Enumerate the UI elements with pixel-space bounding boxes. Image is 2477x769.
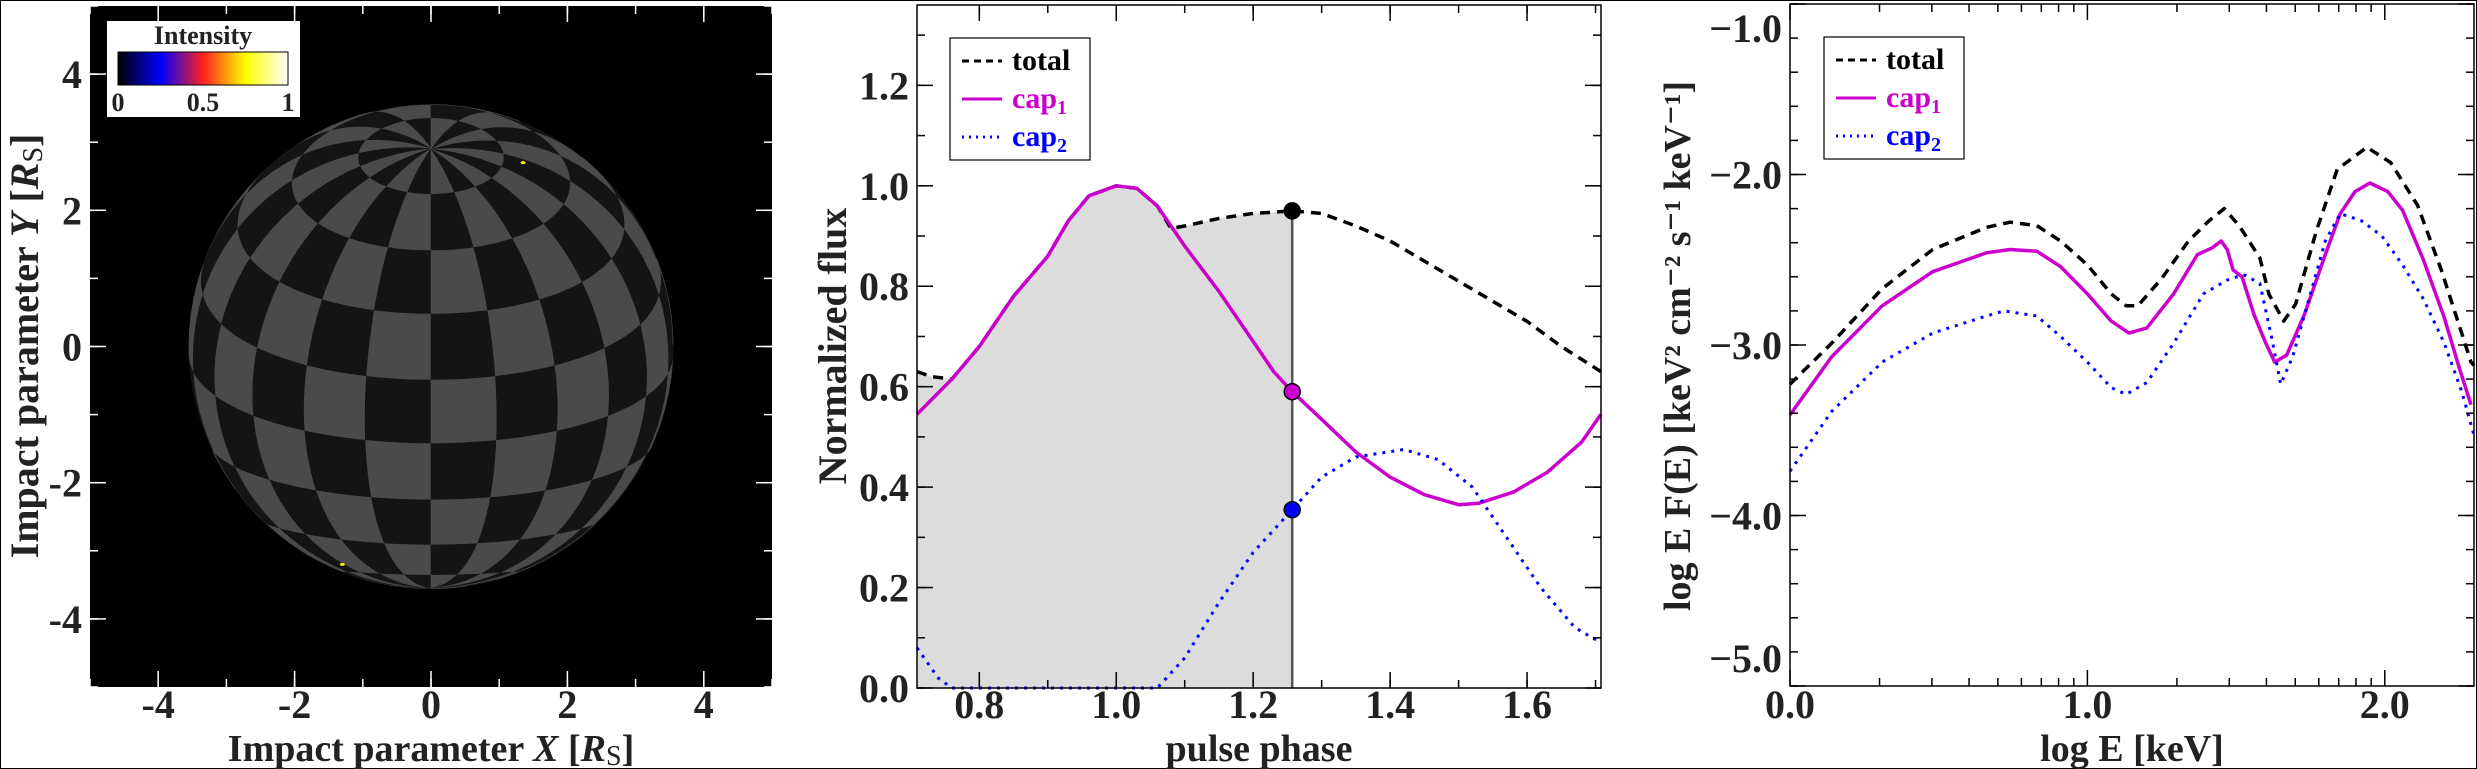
sphere-cell — [364, 375, 432, 444]
y-tick-label: 4 — [62, 52, 82, 97]
y-tick-label: -4 — [49, 597, 82, 642]
legend-box — [949, 37, 1091, 161]
y-tick-label: −5.0 — [1709, 636, 1782, 681]
legend-label: total — [1012, 44, 1070, 77]
y-tick-label: 2 — [62, 188, 82, 233]
colorbar-tick-label: 0.5 — [187, 88, 220, 117]
colorbar-gradient — [117, 51, 289, 86]
x-tick-label: 1.4 — [1365, 682, 1415, 727]
y-tick-label: −1.0 — [1709, 6, 1782, 51]
sphere-cell — [495, 364, 559, 441]
phase-marker-cap1[interactable] — [1283, 382, 1301, 401]
hot-spot — [520, 161, 526, 165]
series-group — [1788, 145, 2476, 473]
series-line-total — [1788, 145, 2476, 386]
x-tick-label: 0.0 — [1765, 682, 1815, 727]
colorbar-tick-label: 1 — [282, 88, 295, 117]
x-tick-label: 0.8 — [954, 682, 1004, 727]
y-tick-label: 0.0 — [859, 666, 909, 711]
y-tick-label: −2.0 — [1709, 153, 1782, 198]
sphere-image-panel: -4 -2 0 2 4 -4 -2 0 2 4 Intensity 0 0.5 1 Impact … — [2, 5, 773, 769]
legend-label: total — [1886, 43, 1944, 76]
legend-label: cap2 — [1886, 119, 1941, 156]
x-tick-label: 1.0 — [1091, 682, 1141, 727]
x-tick-label: 2.0 — [2360, 682, 2410, 727]
y-tick-label: 0 — [62, 325, 82, 370]
colorbar-legend: Intensity 0 0.5 1 — [107, 21, 300, 117]
y-tick-label: -2 — [49, 461, 82, 506]
x-tick-label: 1.6 — [1502, 682, 1552, 727]
y-tick-label: 0.8 — [859, 264, 909, 309]
series-line-cap1 — [915, 184, 1603, 507]
x-tick-label: 0 — [421, 682, 441, 727]
y-axis-title: Normalized flux — [810, 208, 855, 485]
checkerboard-sphere — [188, 104, 674, 589]
x-axis-title: pulse phase — [1166, 728, 1353, 769]
colorbar-tick-label: 0 — [112, 88, 125, 117]
colorbar-title: Intensity — [154, 21, 252, 50]
legend-label: cap2 — [1012, 120, 1067, 157]
sphere-cell — [366, 309, 432, 380]
sphere-cell — [365, 439, 432, 500]
x-tick-label: 4 — [694, 682, 714, 727]
series-line-cap1 — [1788, 181, 2473, 416]
hot-spot — [339, 562, 345, 566]
x-tick-label: 2 — [557, 682, 577, 727]
sphere-cell — [430, 585, 468, 589]
sphere-cell — [430, 309, 496, 380]
x-tick-label: 1.2 — [1228, 682, 1278, 727]
x-tick-label: 1.0 — [2062, 682, 2112, 727]
y-axis-title: Impact parameter Y [RS] — [2, 134, 49, 559]
phase-marker-cap2[interactable] — [1283, 500, 1301, 519]
y-tick-label: 0.4 — [859, 465, 909, 510]
x-tick-label: -4 — [142, 682, 175, 727]
x-axis-title: log E [keV] — [2040, 728, 2224, 769]
sphere-cell — [430, 118, 459, 150]
y-tick-label: −4.0 — [1709, 494, 1782, 539]
sphere-cell — [303, 364, 367, 441]
y-tick-label: −3.0 — [1709, 323, 1782, 368]
sphere-cell — [430, 439, 497, 500]
y-tick-label: 1.0 — [859, 164, 909, 209]
plot-frame — [916, 4, 1602, 689]
axis-ticks: 0.0 1.0 2.0 −5.0 −4.0 −3.0 −2.0 −1.0 — [1709, 3, 2474, 727]
y-tick-label: 0.6 — [859, 365, 909, 410]
y-tick-label: 0.2 — [859, 566, 909, 611]
spectrum-panel: 0.0 1.0 2.0 −5.0 −4.0 −3.0 −2.0 −1.0 total cap1c… — [1657, 3, 2476, 769]
y-axis-title: log E F(E) [keV² cm⁻² s⁻¹ keV⁻¹] — [1657, 81, 1699, 611]
phase-marker-total[interactable] — [1283, 202, 1301, 220]
phase-markers — [1283, 202, 1301, 519]
y-tick-label: 1.2 — [859, 63, 909, 108]
series-line-cap2 — [1788, 212, 2476, 473]
integrated-phase-shading — [917, 185, 1293, 689]
x-axis-title: Impact parameter X [RS] — [228, 728, 634, 769]
axis-ticks: -4 -2 0 2 4 -4 -2 0 2 4 — [49, 5, 773, 727]
legend-label: cap1 — [1012, 82, 1067, 119]
legend-label: cap1 — [1886, 81, 1941, 118]
pulse-profile-panel: 0.8 1.0 1.2 1.4 1.6 0.0 0.2 0.4 0.6 0.8 1.0 1.2 tot… — [810, 4, 1603, 769]
axis-ticks: 0.8 1.0 1.2 1.4 1.6 0.0 0.2 0.4 0.6 0.8 1.0 1.2 — [859, 5, 1601, 727]
x-tick-label: -2 — [278, 682, 311, 727]
sphere-cell — [430, 375, 498, 444]
